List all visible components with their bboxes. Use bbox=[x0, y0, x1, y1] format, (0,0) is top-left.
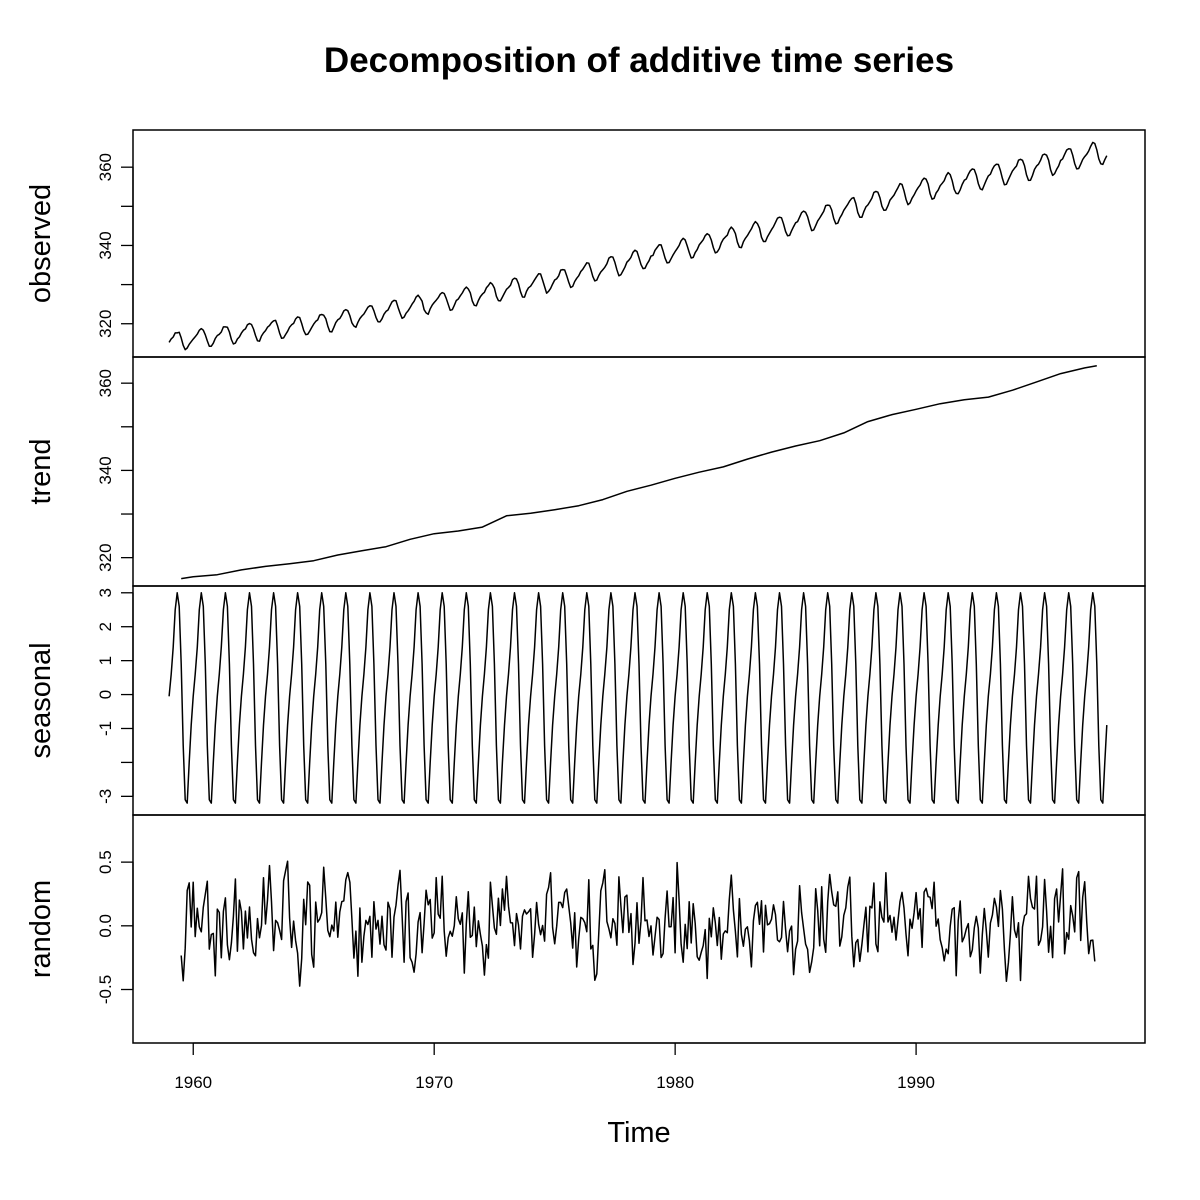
y-axis-label-seasonal: seasonal bbox=[25, 642, 57, 758]
y-tick-label-observed: 360 bbox=[96, 153, 115, 181]
y-tick-label-seasonal: 0 bbox=[96, 690, 115, 699]
y-axis-label-observed: observed bbox=[25, 184, 57, 303]
x-tick-label: 1970 bbox=[415, 1073, 453, 1092]
y-tick-label-trend: 360 bbox=[96, 369, 115, 397]
y-axis-label-trend: trend bbox=[25, 438, 57, 504]
panel-seasonal: -3 -1 0 1 2 3 seasonal bbox=[25, 585, 1146, 816]
x-tick-label: 1960 bbox=[174, 1073, 212, 1092]
y-tick-label-seasonal: 1 bbox=[96, 656, 115, 665]
panel-trend: 320 340 360 trend bbox=[25, 356, 1146, 587]
panels-group: 320 340 360 observed 320 340 360 trend -3 -1 0 1 2 3 s… bbox=[25, 129, 1146, 1044]
x-axis-label: Time bbox=[607, 1117, 670, 1149]
y-tick-label-seasonal: -1 bbox=[96, 721, 115, 736]
y-tick-label-observed: 320 bbox=[96, 310, 115, 338]
panel-observed: 320 340 360 observed bbox=[25, 129, 1146, 358]
y-tick-label-trend: 320 bbox=[96, 543, 115, 571]
series-line-observed bbox=[168, 141, 1108, 351]
y-axis-label-random: random bbox=[25, 880, 57, 978]
x-axis: 1960 1970 1980 1990 bbox=[174, 1042, 935, 1092]
series-line-seasonal bbox=[168, 592, 1108, 804]
y-tick-label-seasonal: 3 bbox=[96, 588, 115, 597]
y-tick-label-trend: 340 bbox=[96, 456, 115, 484]
chart-title: Decomposition of additive time series bbox=[324, 41, 954, 80]
y-tick-label-random: 0.5 bbox=[96, 850, 115, 874]
x-tick-label: 1980 bbox=[656, 1073, 694, 1092]
y-tick-label-random: 0.0 bbox=[96, 914, 115, 938]
y-tick-label-seasonal: 2 bbox=[96, 622, 115, 631]
series-line-random bbox=[180, 860, 1096, 987]
panel-random: -0.5 0.0 0.5 random bbox=[25, 814, 1146, 1044]
y-tick-label-seasonal: -3 bbox=[96, 789, 115, 804]
panel-frame-trend bbox=[132, 356, 1146, 587]
y-tick-label-random: -0.5 bbox=[96, 975, 115, 1004]
y-tick-label-observed: 340 bbox=[96, 231, 115, 259]
x-tick-label: 1990 bbox=[897, 1073, 935, 1092]
panel-frame-observed bbox=[132, 129, 1146, 358]
series-line-trend bbox=[181, 364, 1097, 580]
